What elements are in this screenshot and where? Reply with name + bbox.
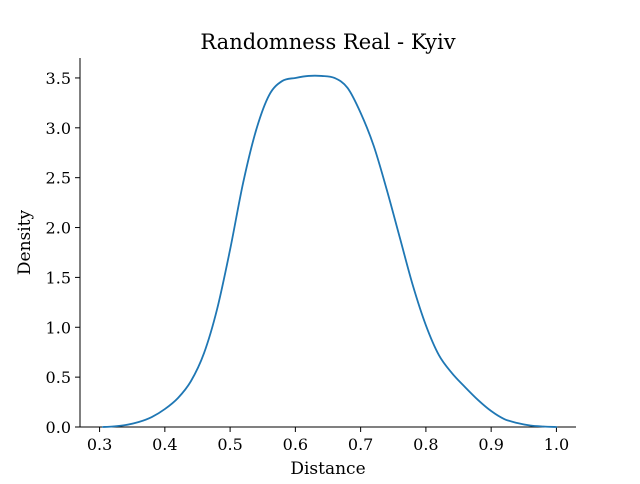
x-tick-label: 0.3 <box>87 435 112 454</box>
x-tick-label: 0.7 <box>348 435 373 454</box>
y-tick-label: 0.5 <box>46 368 71 387</box>
x-tick-label: 0.8 <box>413 435 438 454</box>
axes <box>79 58 576 428</box>
x-axis-label: Distance <box>290 459 365 479</box>
y-tick-label: 3.0 <box>46 119 71 138</box>
x-tick-label: 0.5 <box>217 435 242 454</box>
y-axis-label: Density <box>15 209 35 275</box>
series-area <box>101 74 558 428</box>
chart-title: Randomness Real - Kyiv <box>200 30 455 54</box>
y-tick-label: 1.5 <box>46 268 71 287</box>
x-tick-label: 0.6 <box>283 435 308 454</box>
ticks: 0.3 0.4 0.5 0.6 0.7 0.8 0.9 1.0 0.0 0.5 1.0 1.5 2.0 2… <box>46 69 570 454</box>
y-tick-label: 1.0 <box>46 318 71 337</box>
y-tick-label: 2.5 <box>46 169 71 188</box>
x-tick-label: 0.9 <box>478 435 503 454</box>
y-tick-label: 2.0 <box>46 219 71 238</box>
density-curve <box>101 74 558 428</box>
x-tick-label: 0.4 <box>152 435 177 454</box>
y-tick-label: 0.0 <box>46 418 71 437</box>
y-tick-label: 3.5 <box>46 69 71 88</box>
x-tick-label: 1.0 <box>544 435 569 454</box>
